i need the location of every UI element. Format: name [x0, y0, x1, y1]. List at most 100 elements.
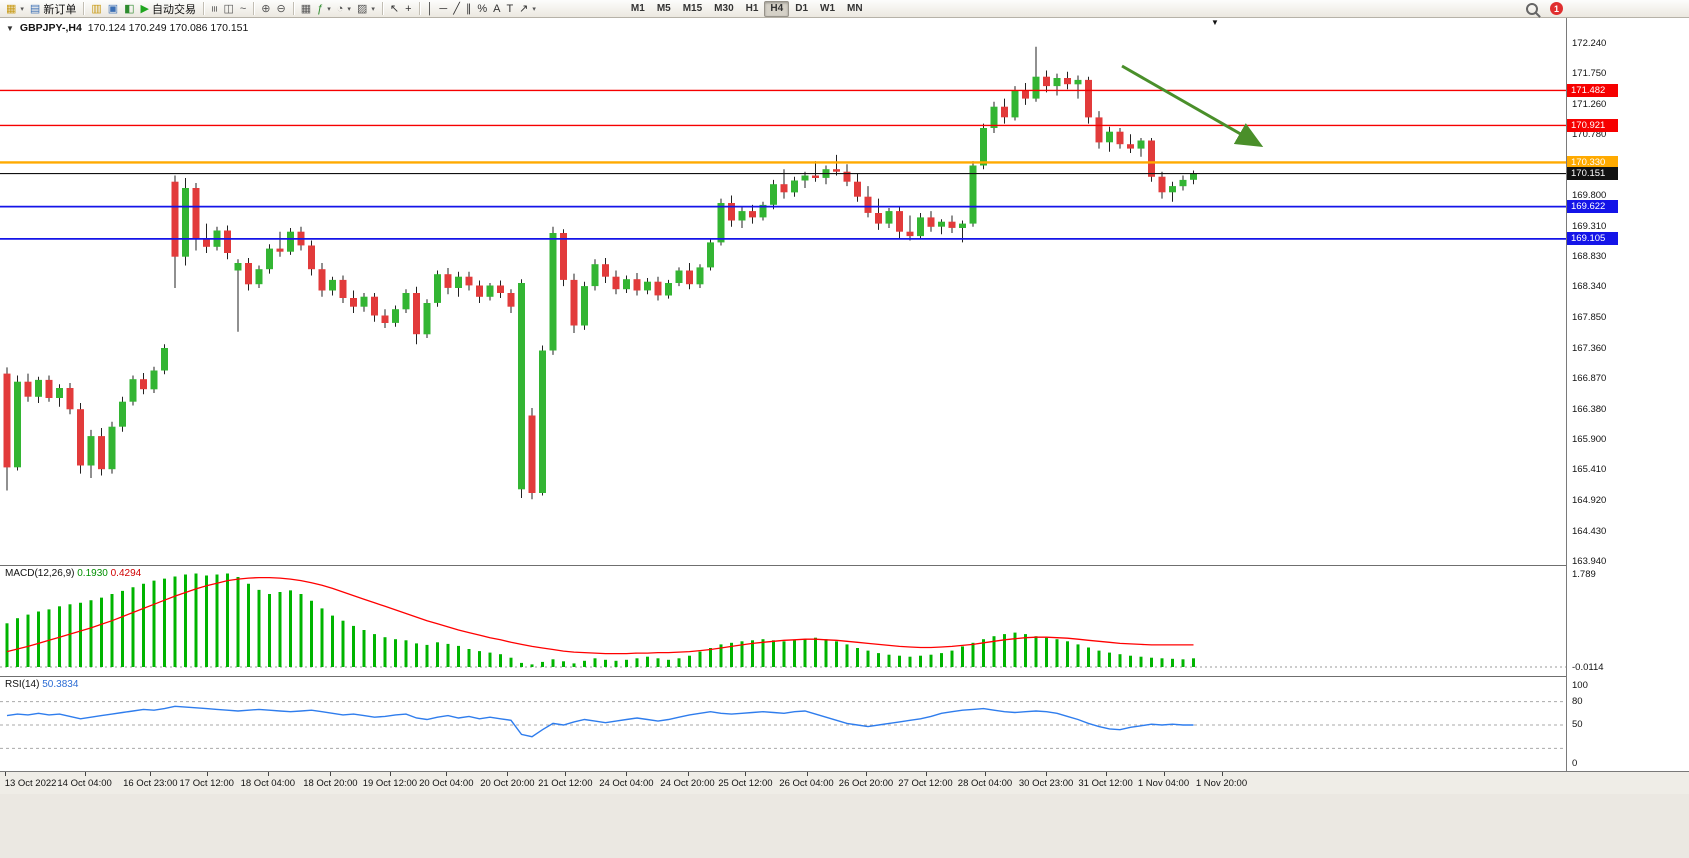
new-chart-button[interactable]: ▦ ▾ [3, 1, 27, 17]
horizontal-line-button[interactable]: ─ [436, 1, 450, 17]
search-icon[interactable] [1526, 2, 1538, 15]
macd-chart-svg[interactable] [0, 566, 1566, 677]
periods-button[interactable]: ◔ ▾ [334, 1, 354, 17]
time-axis-label: 13 Oct 2022 [4, 778, 57, 789]
notification-badge[interactable]: 1 [1550, 2, 1563, 15]
data-window-button[interactable]: ▣ [105, 1, 121, 17]
candle-body [623, 279, 630, 290]
macd-panel[interactable]: MACD(12,26,9) 0.1930 0.4294 [0, 565, 1566, 677]
candle-body [1190, 173, 1197, 180]
bar-chart-type-button[interactable]: ≡ [208, 1, 220, 17]
trendline-button[interactable]: ╱ [450, 1, 463, 17]
time-axis-label: 24 Oct 20:00 [660, 778, 715, 789]
navigator-icon: ◧ [124, 2, 135, 15]
time-axis-tick [330, 772, 332, 776]
time-axis-tick [150, 772, 152, 776]
rsi-axis-label: 50 [1572, 719, 1583, 730]
rsi-axis-label: 100 [1572, 680, 1588, 691]
text-button[interactable]: A [490, 1, 503, 17]
rsi-chart-svg[interactable] [0, 677, 1566, 772]
one-click-collapse-icon[interactable]: ▼ [6, 23, 14, 33]
price-line-badge: 170.921 [1567, 118, 1618, 132]
tile-windows-button[interactable]: ▦ [298, 1, 314, 17]
indicators-button[interactable]: ƒ ▾ [314, 1, 334, 17]
timeframe-h4-button[interactable]: H4 [764, 0, 790, 17]
price-tick-label: 164.920 [1572, 495, 1607, 506]
new-order-button[interactable]: ▤ 新订单 [27, 1, 79, 17]
candle-body [192, 188, 200, 238]
time-axis-tick [389, 772, 391, 776]
channel-button[interactable]: ∥ [463, 1, 475, 17]
chart-title: ▼ GBPJPY-,H4 170.124 170.249 170.086 170… [6, 22, 248, 34]
navigator-button[interactable]: ◧ [121, 1, 137, 17]
text-label-button[interactable]: T [503, 1, 516, 17]
candle-body [14, 381, 21, 468]
candle-body [633, 279, 641, 291]
macd-name: MACD(12,26,9) [5, 568, 75, 579]
profiles-button[interactable]: ▥ [88, 1, 104, 17]
timeframe-m15-button[interactable]: M15 [682, 3, 703, 14]
arrows-button[interactable]: ↗ ▾ [516, 1, 539, 17]
line-chart-type-button[interactable]: ~ [237, 1, 249, 17]
autotrading-label: 自动交易 [152, 3, 197, 16]
candle-body [791, 180, 798, 193]
fibonacci-button[interactable]: % [474, 1, 490, 17]
candle-body [455, 276, 462, 288]
candle-body [1022, 90, 1029, 99]
time-axis-tick [267, 772, 269, 776]
zoom-in-button[interactable]: ⊕ [258, 1, 273, 17]
toolbar-separator [418, 2, 420, 15]
chevron-down-icon: ▾ [347, 5, 351, 13]
candle-body [402, 293, 410, 310]
time-axis-label: 16 Oct 23:00 [123, 778, 178, 789]
candle-body [444, 274, 452, 288]
main-chart-panel[interactable]: ▼ GBPJPY-,H4 170.124 170.249 170.086 170… [0, 18, 1566, 565]
time-axis[interactable]: 13 Oct 2022 14 Oct 04:00 16 Oct 23:00 17 Oc… [0, 771, 1689, 794]
candle-body [518, 283, 525, 490]
rsi-label: RSI(14) 50.3834 [5, 679, 78, 690]
zoom-out-button[interactable]: ⊖ [274, 1, 289, 17]
candle-body [854, 181, 861, 197]
time-axis-label: 20 Oct 04:00 [419, 778, 474, 789]
timeframe-m1-button[interactable]: M1 [630, 3, 645, 14]
candle-body [350, 298, 357, 307]
vertical-line-icon: │ [426, 2, 434, 15]
rsi-panel[interactable]: RSI(14) 50.3834 [0, 676, 1566, 772]
price-tick-label: 170.780 [1572, 128, 1607, 140]
candle-body [896, 211, 903, 232]
chart-shift-marker[interactable]: ▼ [1211, 18, 1219, 27]
candle-body [108, 426, 116, 470]
cursor-button[interactable]: ↖ [387, 1, 402, 17]
time-axis-tick [507, 772, 509, 776]
candle-body [423, 303, 431, 335]
candle-body [801, 175, 809, 181]
candle-body [255, 269, 263, 285]
time-axis-label: 30 Oct 23:00 [1018, 778, 1074, 789]
timeframe-m30-button[interactable]: M30 [714, 3, 734, 14]
timeframe-m5-button[interactable]: M5 [656, 3, 671, 14]
autotrading-button[interactable]: ▶ 自动交易 [138, 1, 199, 17]
crosshair-button[interactable]: + [402, 1, 414, 17]
chevron-down-icon: ▾ [532, 5, 536, 13]
toolbar: ▦ ▾ ▤ 新订单 ▥ ▣ ◧ ▶ 自动交易 ≡ ◫ ~ ⊕ ⊖ ▦ ƒ ▾ ◔ ▾ ▨ ▾ ↖ + │ ─ ╱ ∥% A T ↗ ▾ M1 M… [0, 0, 1689, 18]
timeframe-h1-button[interactable]: H1 [745, 3, 759, 14]
candle-body [381, 315, 389, 323]
timeframe-mn-button[interactable]: MN [847, 3, 863, 14]
price-axis[interactable]: 172.240 171.750 171.260 170.780 169.800 169.3… [1566, 18, 1689, 771]
fibonacci-icon: % [477, 2, 488, 15]
timeframe-w1-button[interactable]: W1 [820, 3, 836, 14]
downtrend-arrow-annotation[interactable] [1121, 64, 1264, 147]
candle-body [549, 233, 557, 351]
timeframe-d1-button[interactable]: D1 [795, 3, 809, 14]
macd-signal-value: 0.4294 [110, 568, 142, 579]
candle-body [1148, 140, 1155, 177]
vertical-line-button[interactable]: │ [424, 1, 437, 17]
price-chart-svg[interactable] [0, 18, 1566, 565]
candle-body [1137, 140, 1145, 149]
candle-chart-type-button[interactable]: ◫ [220, 1, 236, 17]
time-axis-label: 31 Oct 12:00 [1078, 778, 1133, 789]
horizontal-line-icon: ─ [439, 2, 448, 15]
templates-button[interactable]: ▨ ▾ [354, 1, 378, 17]
candle-body [570, 279, 578, 326]
time-axis-label: 24 Oct 04:00 [599, 778, 654, 789]
